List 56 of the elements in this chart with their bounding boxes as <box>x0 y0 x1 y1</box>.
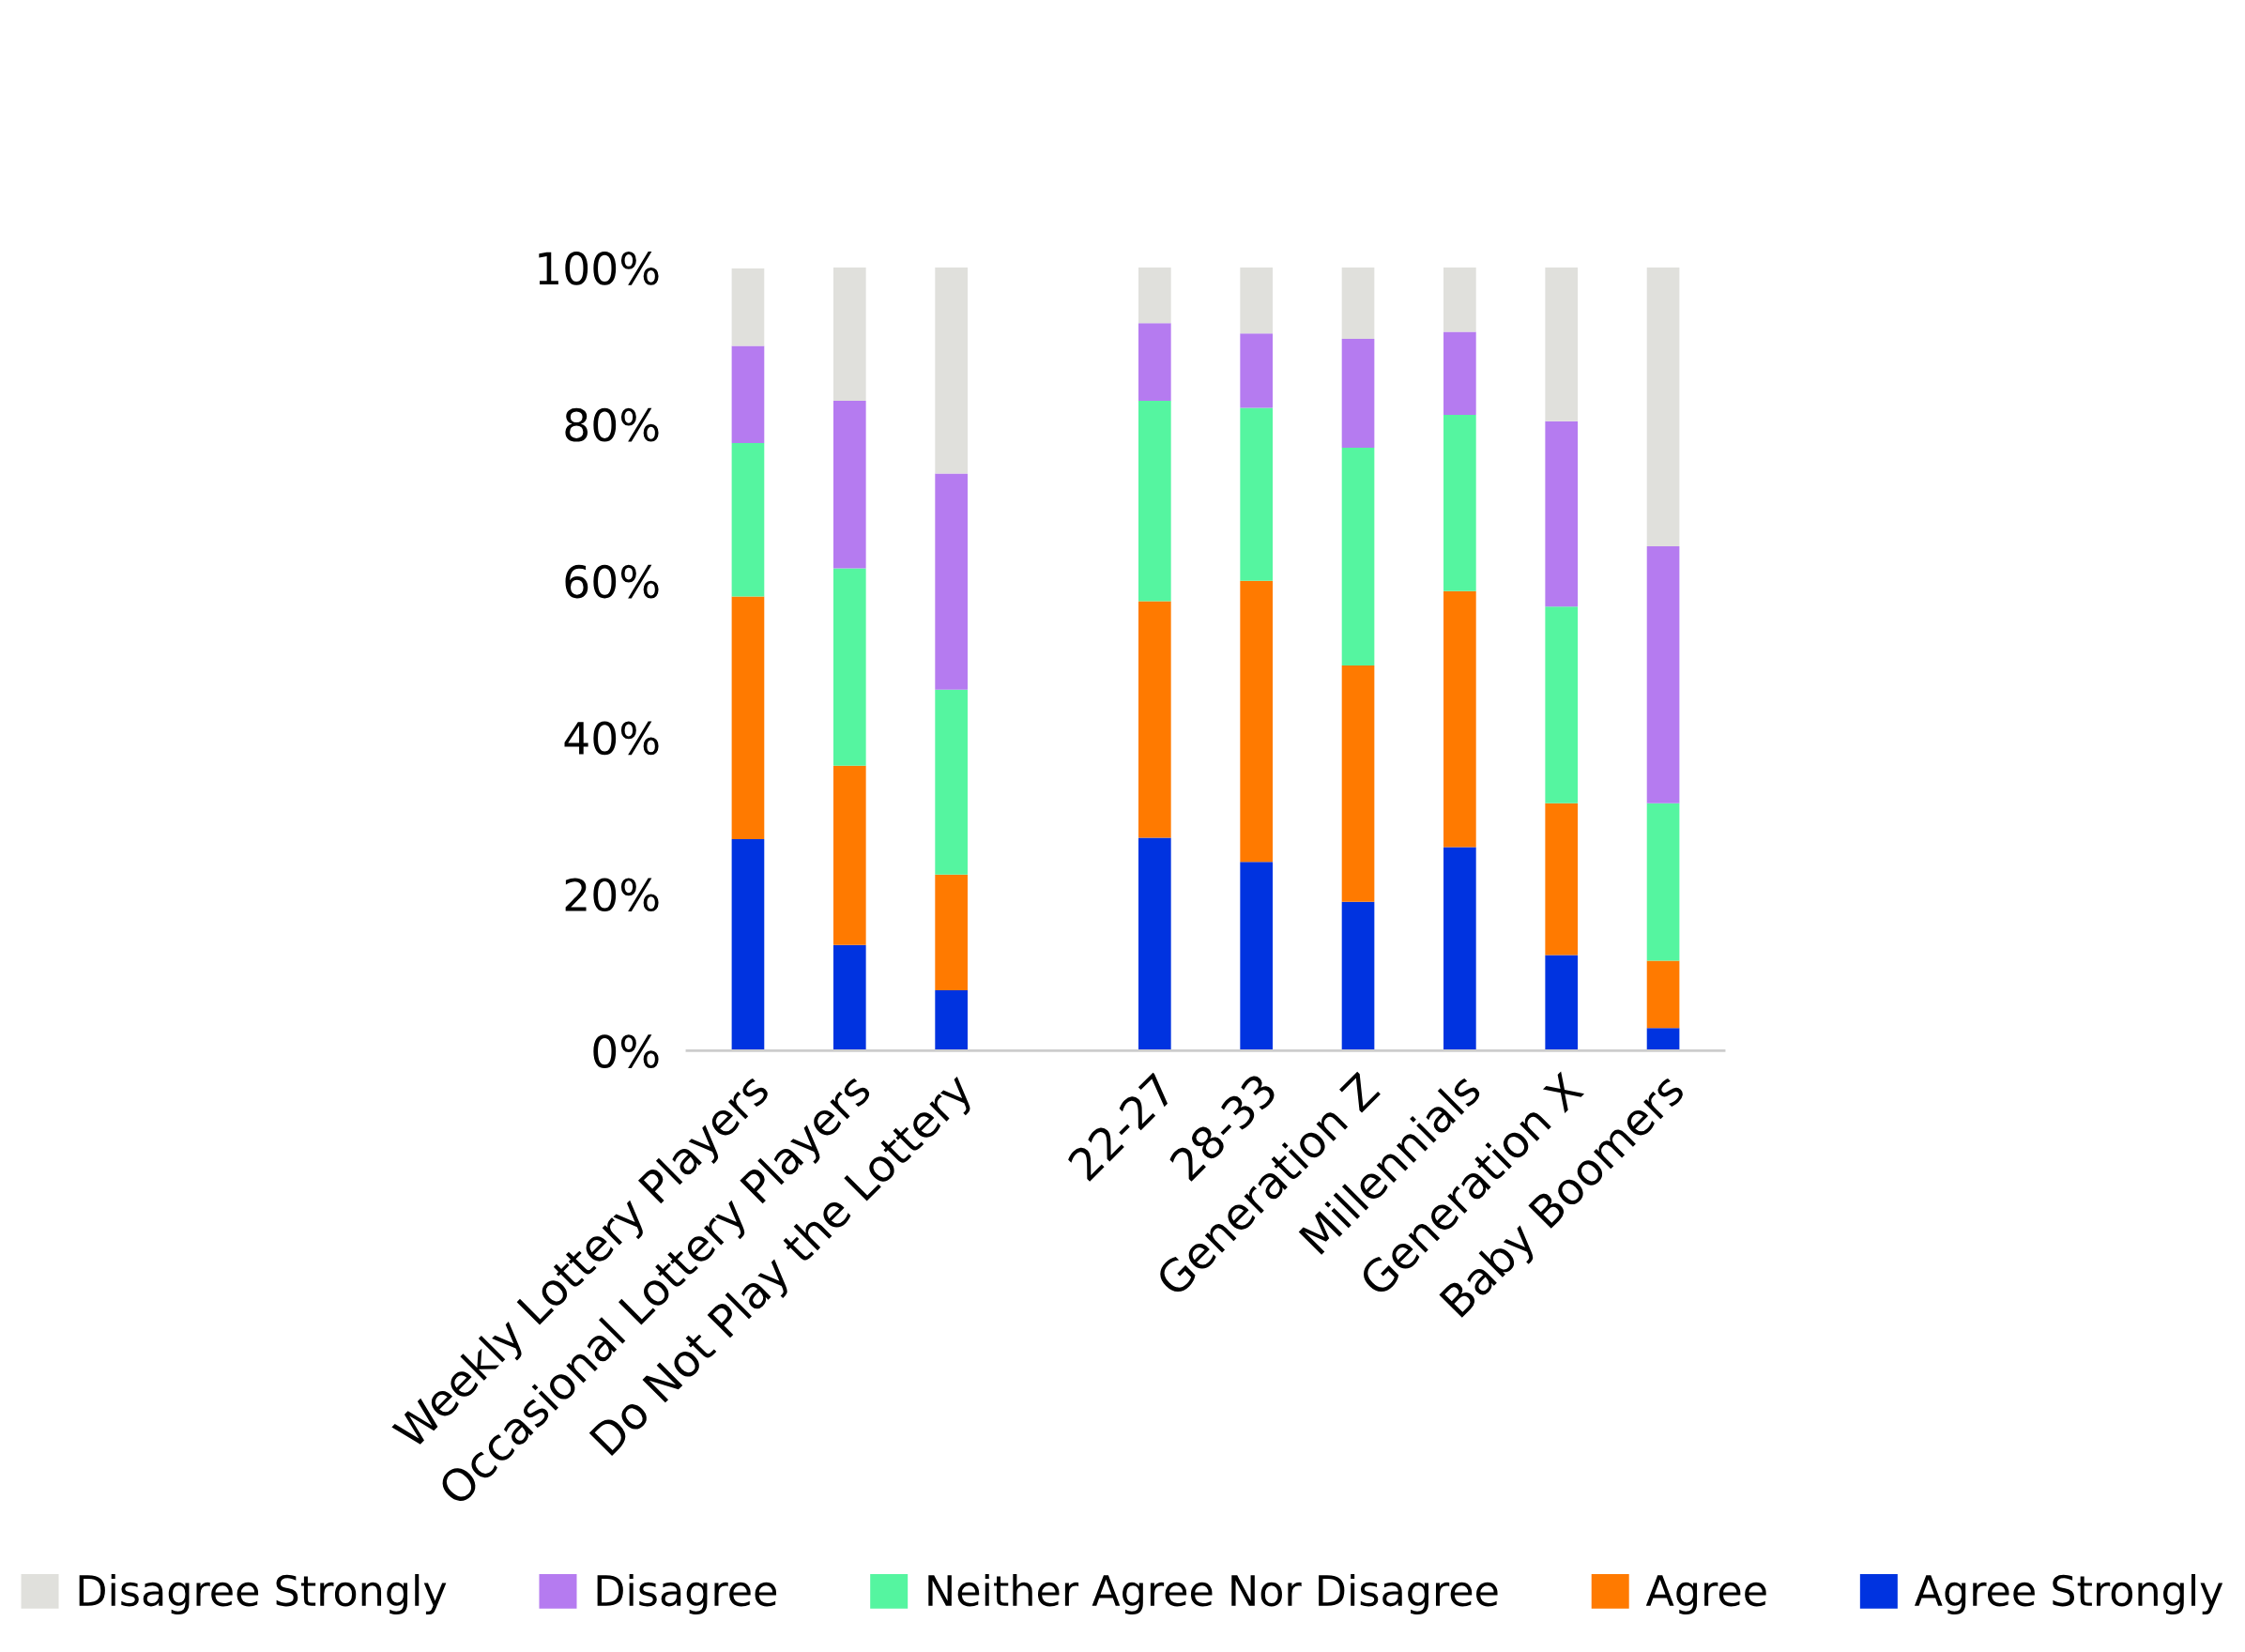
bar <box>1240 862 1274 1051</box>
bar <box>1240 580 1274 863</box>
y-tick-label: 60% <box>565 564 659 599</box>
bar <box>1443 414 1476 591</box>
y-tick-label: 80% <box>565 407 659 442</box>
bar <box>1341 665 1375 902</box>
bar <box>832 268 866 401</box>
bar <box>1545 803 1579 956</box>
bar <box>1138 268 1171 324</box>
bar <box>1341 339 1375 448</box>
legend-label: Agree <box>1645 1575 1766 1614</box>
legend-label: Disagree Strongly <box>79 1573 447 1614</box>
legend-label: Disagree <box>597 1573 777 1614</box>
bar <box>935 689 968 875</box>
bar <box>1646 546 1680 803</box>
bar <box>731 442 765 597</box>
bar <box>1443 268 1476 332</box>
bar <box>935 473 968 690</box>
bar <box>1646 960 1680 1029</box>
bar <box>935 874 968 991</box>
bar <box>1240 268 1274 334</box>
bar <box>1545 955 1579 1051</box>
bar <box>1443 590 1476 848</box>
bar <box>1443 847 1476 1051</box>
bar <box>1138 323 1171 401</box>
y-tick-label: 20% <box>565 878 659 912</box>
bar <box>731 839 765 1051</box>
bar <box>1341 268 1375 340</box>
bar <box>1646 1028 1680 1051</box>
y-tick-label: 0% <box>593 1034 659 1068</box>
bar <box>731 596 765 840</box>
bar <box>1341 448 1375 665</box>
bar <box>1545 268 1579 421</box>
bar <box>731 268 765 346</box>
bar <box>731 345 765 443</box>
bar <box>1240 407 1274 581</box>
y-tick-label: 100% <box>539 252 659 285</box>
bar <box>1341 901 1375 1051</box>
legend-label: Agree Strongly <box>1914 1573 2223 1614</box>
bar <box>1138 601 1171 838</box>
bar <box>1240 333 1274 408</box>
bar <box>832 944 866 1051</box>
y-tick-label: 40% <box>564 721 659 756</box>
bar <box>832 400 866 569</box>
bar <box>832 765 866 945</box>
bar <box>935 268 968 474</box>
bar <box>832 568 866 766</box>
bar <box>1545 606 1579 803</box>
bar <box>1646 268 1680 547</box>
bar <box>1646 803 1680 961</box>
legend-label: Neither Agree Nor Disagree <box>928 1573 1498 1614</box>
bar <box>1443 331 1476 415</box>
bar <box>1138 837 1171 1051</box>
bar <box>1545 421 1579 607</box>
bar <box>935 990 968 1051</box>
bar <box>1138 400 1171 602</box>
